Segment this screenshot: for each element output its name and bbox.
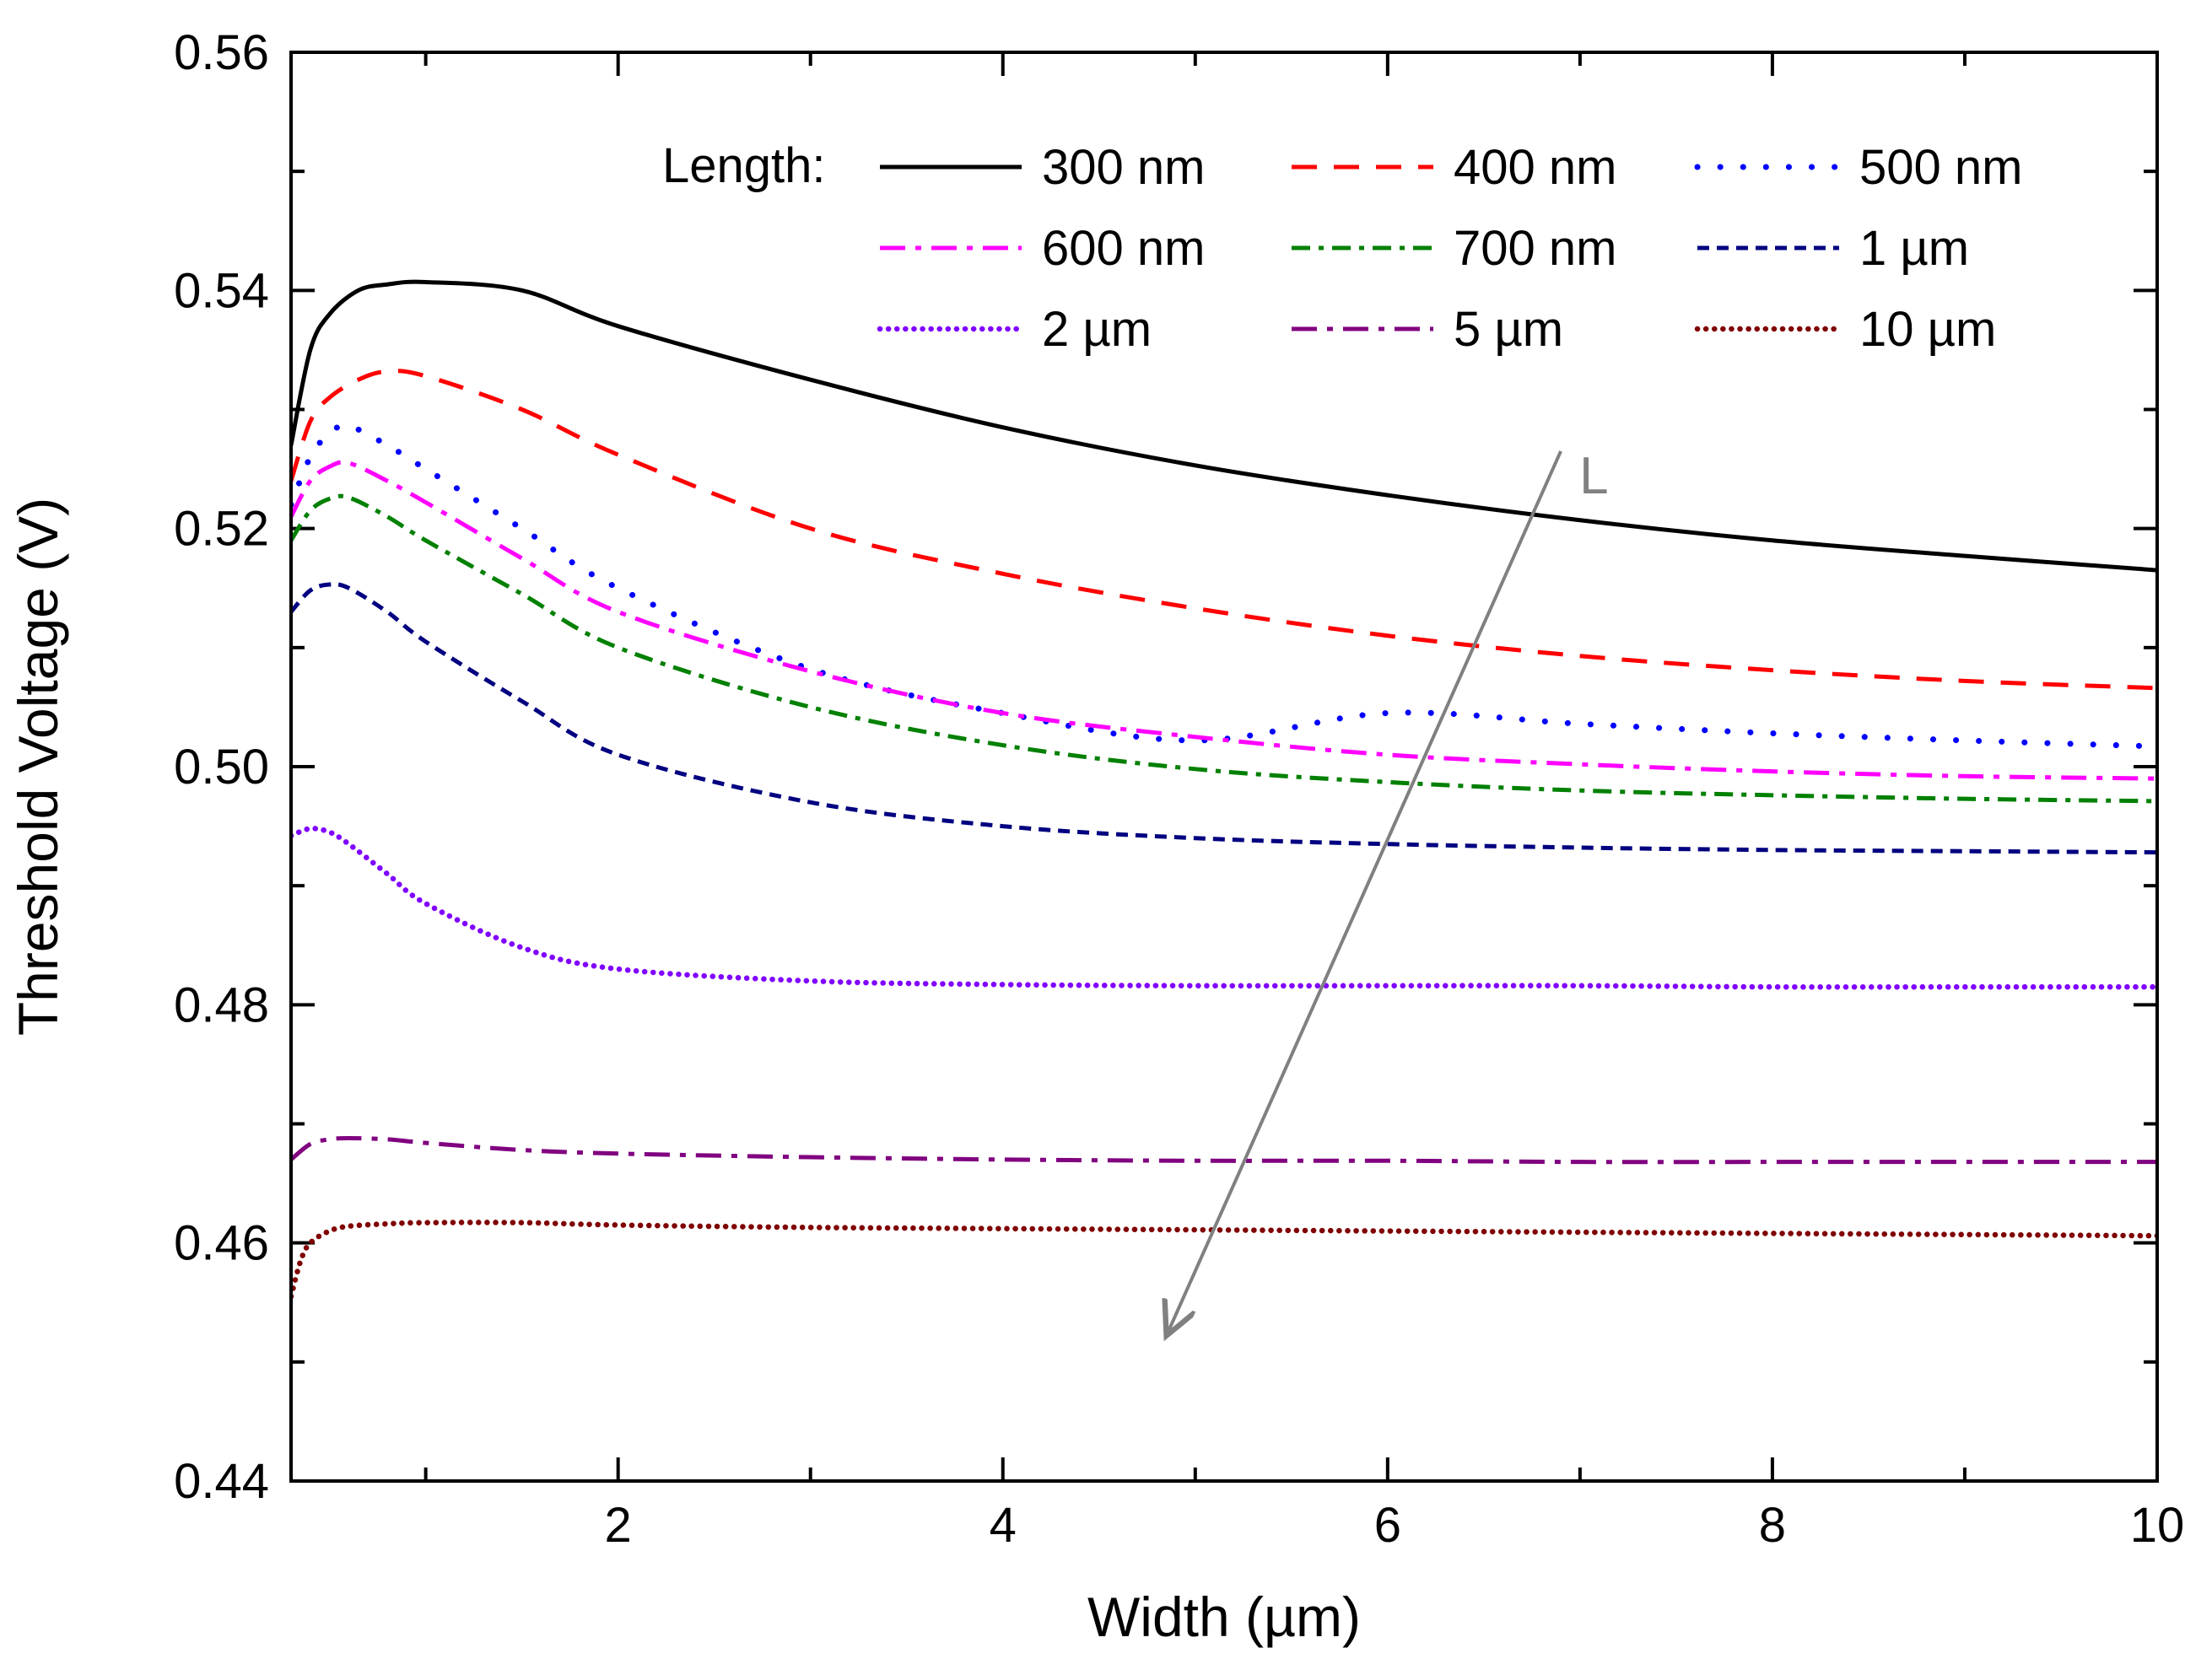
series-line-400-nm [291, 369, 2157, 691]
series-line-2-um [291, 826, 2157, 990]
legend: Length: 300 nm 400 nm 500 nm 600 nm 700 nm 1 … [662, 138, 2022, 357]
series-line-300-nm [291, 279, 2157, 573]
legend-label-400-nm: 400 nm [1454, 140, 1616, 195]
x-tick-label: 4 [990, 1498, 1017, 1553]
x-tick-label: 8 [1759, 1498, 1786, 1553]
plot-frame [289, 51, 2159, 1483]
y-tick-label: 0.50 [174, 740, 269, 794]
legend-label-2-um: 2 µm [1042, 302, 1152, 357]
y-axis-title: Threshold Voltage (V) [7, 498, 69, 1036]
legend-label-5-um: 5 µm [1454, 302, 1563, 357]
length-trend-label: L [1579, 447, 1608, 505]
y-tick-label: 0.52 [174, 502, 269, 557]
series-lines [291, 279, 2157, 1300]
y-tick-labels: 0.44 0.46 0.48 0.50 0.52 0.54 0.56 [174, 25, 269, 1509]
x-tick-labels: 2 4 6 8 10 [605, 1498, 2185, 1553]
legend-label-600-nm: 600 nm [1042, 221, 1205, 276]
legend-title: Length: [662, 138, 826, 193]
y-tick-label: 0.44 [174, 1454, 269, 1509]
x-tick-label: 2 [605, 1498, 632, 1553]
x-tick-label: 6 [1374, 1498, 1401, 1553]
length-trend-annotation: L [1167, 447, 1609, 1336]
y-tick-label: 0.48 [174, 978, 269, 1032]
series-line-1-um [291, 582, 2157, 855]
x-tick-label: 10 [2130, 1498, 2185, 1553]
x-axis-title: Width (µm) [1087, 1586, 1361, 1648]
series-line-5-um [291, 1135, 2157, 1165]
series-line-500-nm [291, 423, 2157, 750]
series-line-600-nm [291, 460, 2157, 781]
legend-label-700-nm: 700 nm [1454, 221, 1616, 276]
series-line-700-nm [291, 493, 2157, 804]
y-tick-label: 0.54 [174, 263, 269, 318]
y-tick-label: 0.56 [174, 25, 269, 80]
legend-label-500-nm: 500 nm [1859, 140, 2022, 195]
legend-label-10-um: 10 µm [1859, 302, 1996, 357]
series-line-10-um [291, 1220, 2157, 1300]
y-tick-label: 0.46 [174, 1216, 269, 1271]
legend-label-1-um: 1 µm [1859, 221, 1969, 276]
length-trend-arrow [1167, 450, 1562, 1336]
legend-label-300-nm: 300 nm [1042, 140, 1205, 195]
